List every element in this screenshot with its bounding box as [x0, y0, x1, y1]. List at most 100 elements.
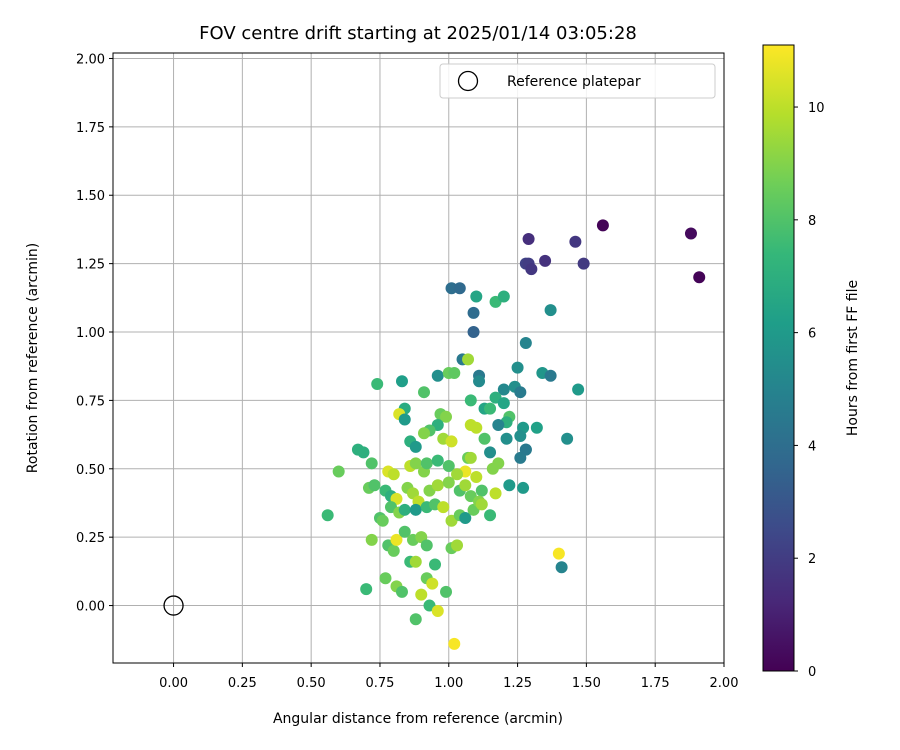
scatter-point: [387, 468, 400, 481]
y-tick-label: 0.00: [76, 600, 105, 615]
scatter-point: [395, 585, 408, 598]
y-axis-ticks: 0.00 0.25 0.50 0.75 1.00 1.25 1.50 1.75 2.00: [76, 52, 113, 615]
legend-label: Reference platepar: [507, 74, 641, 90]
scatter-point: [332, 465, 345, 478]
plot-frame: [112, 52, 725, 664]
scatter-point: [464, 394, 477, 407]
x-tick-label: 1.00: [434, 676, 463, 691]
scatter-point: [440, 410, 453, 423]
scatter-point: [429, 558, 442, 571]
scatter-point: [420, 539, 433, 552]
scatter-point: [442, 476, 455, 489]
scatter-point: [409, 457, 422, 470]
scatter-point: [539, 254, 552, 267]
scatter-point: [467, 326, 480, 339]
scatter-point: [451, 468, 464, 481]
scatter-point: [525, 263, 538, 276]
y-tick-label: 1.00: [76, 326, 105, 341]
scatter-point: [437, 501, 450, 514]
scatter-point: [530, 421, 543, 434]
x-tick-label: 0.00: [159, 676, 188, 691]
colorbar-tick-label: 8: [808, 214, 816, 229]
y-tick-label: 0.25: [76, 531, 105, 546]
scatter-point: [484, 402, 497, 415]
scatter-point: [445, 435, 458, 448]
scatter-point: [426, 577, 439, 590]
colorbar-ticks: 0 2 4 6 8 10: [794, 101, 825, 680]
scatter-point: [365, 533, 378, 546]
scatter-point: [544, 304, 557, 317]
scatter-points: [321, 219, 706, 650]
scatter-point: [415, 588, 428, 601]
scatter-point: [544, 369, 557, 382]
y-axis-label: Rotation from reference (arcmin): [25, 243, 41, 473]
colorbar-tick-label: 2: [808, 552, 816, 567]
scatter-point: [684, 227, 697, 240]
scatter-point: [398, 413, 411, 426]
scatter-point: [365, 457, 378, 470]
scatter-point: [431, 454, 444, 467]
scatter-point: [431, 369, 444, 382]
chart-title: FOV centre drift starting at 2025/01/14 …: [199, 23, 637, 44]
scatter-point: [492, 457, 505, 470]
scatter-point: [321, 509, 334, 522]
scatter-point: [409, 613, 422, 626]
scatter-point: [577, 257, 590, 270]
x-tick-label: 0.50: [297, 676, 326, 691]
scatter-point: [475, 498, 488, 511]
scatter-point: [440, 585, 453, 598]
scatter-point: [442, 460, 455, 473]
colorbar-gradient: [762, 44, 795, 672]
scatter-point: [451, 539, 464, 552]
legend-box: [439, 63, 716, 99]
y-tick-label: 0.75: [76, 394, 105, 409]
scatter-point: [459, 512, 472, 525]
scatter-point: [409, 555, 422, 568]
scatter-point: [522, 233, 535, 246]
x-axis-label: Angular distance from reference (arcmin): [273, 711, 563, 727]
scatter-point: [484, 509, 497, 522]
scatter-point: [572, 383, 585, 396]
scatter-point: [470, 470, 483, 483]
scatter-point: [497, 397, 510, 410]
scatter-point: [409, 503, 422, 516]
colorbar-tick-label: 0: [808, 665, 816, 680]
scatter-point: [357, 446, 370, 459]
colorbar-tick-label: 10: [808, 101, 825, 116]
scatter-point: [478, 432, 491, 445]
scatter-point: [470, 290, 483, 303]
scatter-point: [693, 271, 706, 284]
scatter-point: [467, 306, 480, 319]
scatter-point: [371, 377, 384, 390]
scatter-point: [398, 525, 411, 538]
colorbar-tick-label: 4: [808, 439, 816, 454]
x-tick-label: 1.75: [641, 676, 670, 691]
scatter-point: [503, 479, 516, 492]
scatter-point: [360, 583, 373, 596]
scatter-point: [418, 427, 431, 440]
x-tick-label: 1.25: [503, 676, 532, 691]
scatter-point: [484, 446, 497, 459]
scatter-point: [379, 572, 392, 585]
scatter-point: [418, 386, 431, 399]
scatter-point: [489, 487, 502, 500]
reference-platepar-marker: [163, 595, 184, 616]
scatter-point: [431, 605, 444, 618]
scatter-point: [470, 421, 483, 434]
x-tick-label: 0.75: [365, 676, 394, 691]
x-axis-ticks: 0.00 0.25 0.50 0.75 1.00 1.25 1.50 1.75 2.00: [159, 663, 738, 691]
y-tick-label: 1.75: [76, 121, 105, 136]
colorbar-label: Hours from first FF file: [845, 280, 861, 436]
scatter-point: [445, 282, 458, 295]
legend: Reference platepar: [439, 63, 716, 99]
scatter-point: [453, 282, 466, 295]
scatter-point: [420, 457, 433, 470]
colorbar-tick-label: 6: [808, 327, 816, 342]
scatter-point: [368, 479, 381, 492]
scatter-point: [497, 290, 510, 303]
scatter-point: [492, 419, 505, 432]
colorbar: 0 2 4 6 8 10 Hours from first FF file: [762, 44, 861, 680]
y-tick-label: 1.25: [76, 258, 105, 273]
scatter-point: [561, 432, 574, 445]
